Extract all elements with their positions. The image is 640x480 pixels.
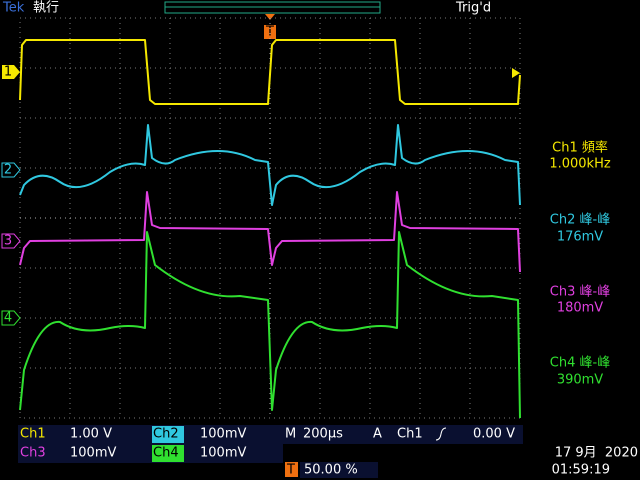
- timebase: 200µs: [303, 427, 343, 442]
- ch4-label: Ch4: [153, 446, 179, 461]
- trigger-arrow: [265, 14, 275, 20]
- ch2-label: Ch2: [153, 427, 179, 442]
- ch3-trace: [19, 191, 521, 273]
- ch3-marker-label: 3: [4, 234, 12, 249]
- ch4-scale: 100mV: [200, 446, 246, 461]
- footer-row: [18, 444, 283, 463]
- ch1-marker: [2, 65, 20, 79]
- trigger-source: Ch1: [397, 427, 423, 442]
- trigger-level: 0.00 V: [473, 427, 515, 442]
- measure-value: 180mV: [557, 301, 603, 316]
- measure-label: Ch2 峰-峰: [550, 213, 610, 228]
- measure-value: 176mV: [557, 230, 603, 245]
- ch4-marker-label: 4: [4, 311, 12, 326]
- ch2-label-box: [152, 426, 184, 443]
- ch2-trace: [19, 124, 521, 206]
- ch3-label: Ch3: [20, 446, 46, 461]
- ch4-trace: [19, 231, 521, 419]
- ch3-marker: [1, 233, 21, 249]
- measure-value: 1.000kHz: [549, 157, 611, 172]
- trigger-mode: A: [373, 427, 382, 442]
- measure-label: Ch3 峰-峰: [550, 285, 610, 300]
- trigger-pos-icon: [285, 462, 298, 477]
- trigger-pos-box: [300, 462, 378, 478]
- ch3-scale: 100mV: [70, 446, 116, 461]
- ch1-scale: 1.00 V: [70, 427, 112, 442]
- brand: Tek: [2, 1, 25, 16]
- ch1-trace: [19, 39, 521, 105]
- measure-label: Ch1 頻率: [552, 140, 608, 156]
- trigger-level-marker: [512, 68, 520, 78]
- trigger-pos-marker: [264, 25, 276, 39]
- ch2-marker-label: 2: [4, 163, 12, 178]
- trigger-slope-icon: [435, 427, 447, 441]
- date: 17 9月 2020: [555, 446, 638, 461]
- trigger-position: 50.00 %: [304, 463, 358, 478]
- footer-row: [18, 425, 523, 444]
- ch2-scale: 100mV: [200, 427, 246, 442]
- measure-value: 390mV: [557, 373, 603, 388]
- trigger-pos-icon-label: T: [286, 463, 295, 478]
- timebase-label: M: [285, 427, 296, 442]
- trigger-state: Trig'd: [455, 1, 491, 16]
- ch4-marker: [1, 310, 21, 326]
- trigger-pos-label: T: [265, 25, 274, 40]
- run-status: 執行: [33, 0, 59, 16]
- measure-label: Ch4 峰-峰: [550, 356, 610, 371]
- ch4-label-box: [152, 445, 184, 462]
- time: 01:59:19: [552, 463, 610, 478]
- ch1-label: Ch1: [20, 427, 46, 442]
- ch2-marker: [1, 162, 21, 178]
- ch1-marker-label: 1: [4, 65, 12, 80]
